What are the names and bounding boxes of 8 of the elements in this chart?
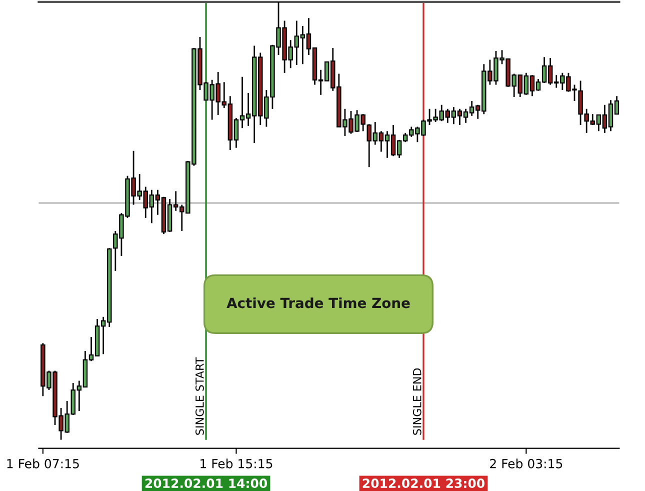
x-tick-label: 2 Feb 03:15 bbox=[490, 458, 562, 468]
annotation: SINGLE START bbox=[195, 357, 204, 435]
annotation: SINGLE END bbox=[412, 368, 422, 435]
text: 2012.02.01 14:00 bbox=[145, 478, 268, 488]
x-tick-label: 1 Feb 15:15 bbox=[200, 458, 272, 468]
annotation: Active Trade Time Zone bbox=[226, 297, 410, 308]
text: 2012.02.01 23:00 bbox=[362, 478, 484, 488]
x-tick-label: 1 Feb 07:15 bbox=[7, 458, 79, 468]
